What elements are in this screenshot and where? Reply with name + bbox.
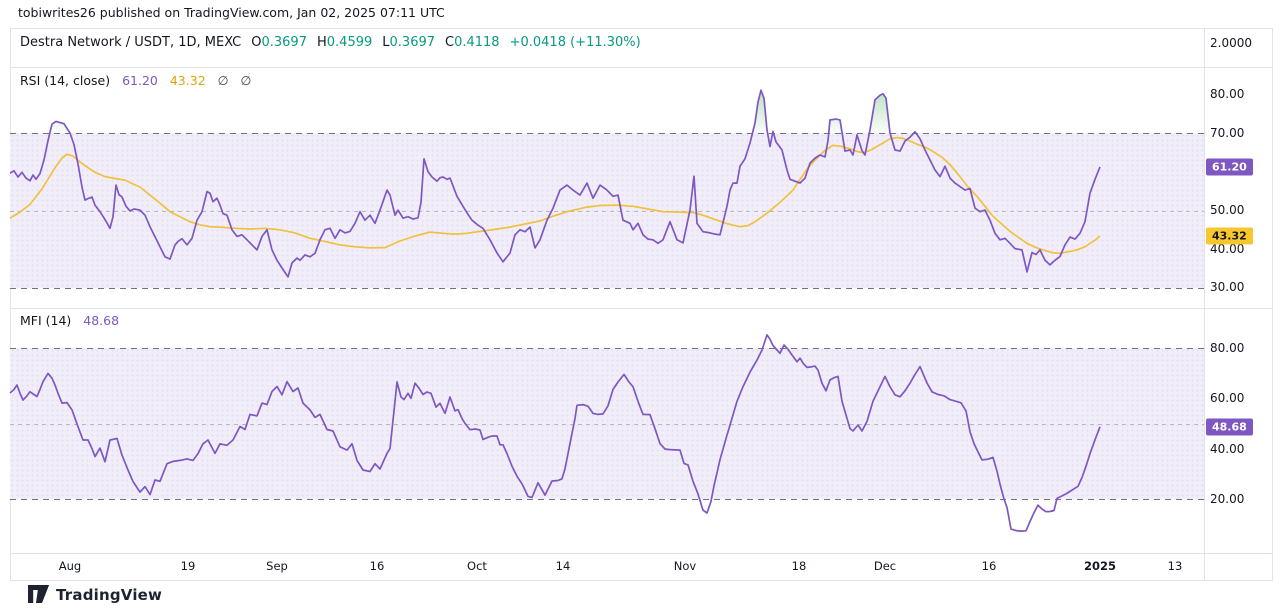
change-value: +0.0418 (+11.30%) [509, 35, 641, 50]
rsi-middle-line [10, 211, 1204, 212]
time-label-sep[interactable]: Sep [266, 559, 288, 573]
pane-divider [10, 308, 1272, 309]
mfi-middle-line [10, 424, 1204, 425]
price-pane-divider [10, 67, 1272, 68]
frame-top-border [10, 28, 1273, 29]
tradingview-logo-icon [28, 585, 49, 603]
rsi-pane-header[interactable]: RSI (14, close) 61.20 43.32 ∅ ∅ [20, 73, 251, 88]
frame-left-border [10, 28, 11, 580]
rsi-label: RSI (14, close) [20, 73, 111, 88]
rsi-empty-value-2: ∅ [240, 73, 252, 88]
rsi-empty-value-1: ∅ [217, 73, 229, 88]
ohlc-letter-L: L [382, 35, 390, 50]
mfi-label: MFI (14) [20, 313, 72, 328]
ohlc-letter-H: H [316, 35, 327, 50]
published-attribution-line: tobiwrites26 published on TradingView.co… [18, 5, 445, 20]
rsi-oversold-line [10, 288, 1204, 289]
time-label-19[interactable]: 19 [180, 559, 196, 573]
time-label-oct[interactable]: Oct [467, 559, 487, 573]
rsi-overbought-fill [49, 121, 70, 133]
mfi-overbought-line [10, 348, 1204, 349]
rsi-tick-80: 80.00 [1210, 87, 1245, 102]
mfi-value: 48.68 [83, 313, 120, 328]
time-label-18[interactable]: 18 [791, 559, 807, 573]
rsi-ma-badge: 43.32 [1206, 227, 1253, 245]
time-label-aug[interactable]: Aug [58, 559, 82, 573]
ohlc-value-O: 0.3697 [261, 35, 307, 50]
time-label-2025[interactable]: 2025 [1083, 559, 1117, 573]
rsi-tick-50: 50.00 [1210, 203, 1245, 218]
symbol-bar: Destra Network / USDT, 1D, MEXC O0.3697 H0… [20, 35, 641, 50]
ohlc-value-H: 0.4599 [326, 35, 373, 50]
price-axis-separator [1204, 28, 1205, 580]
ohlc-letter-O: O [251, 35, 262, 50]
time-axis-separator [10, 553, 1272, 554]
mfi-tick-60: 60.00 [1210, 391, 1245, 406]
time-label-16[interactable]: 16 [981, 559, 997, 573]
time-label-16[interactable]: 16 [369, 559, 385, 573]
time-label-dec[interactable]: Dec [873, 559, 897, 573]
rsi-overbought-fill [869, 93, 890, 133]
mfi-tick-80: 80.00 [1210, 341, 1245, 355]
rsi-value-badge: 61.20 [1206, 158, 1253, 176]
frame-bottom-border [10, 580, 1273, 581]
mfi-oversold-line [10, 499, 1204, 500]
mfi-pane-header[interactable]: MFI (14) 48.68 [20, 313, 119, 328]
time-label-nov[interactable]: Nov [673, 559, 697, 573]
mfi-value-badge: 48.68 [1206, 418, 1253, 436]
rsi-overbought-fill [828, 119, 843, 133]
mfi-tick-20: 20.00 [1210, 491, 1245, 506]
time-label-13[interactable]: 13 [1167, 559, 1183, 573]
price-axis-label: 2.0000 [1210, 36, 1252, 50]
rsi-tick-30: 30.00 [1210, 280, 1245, 295]
mfi-tick-40: 40.00 [1210, 441, 1245, 456]
ohlc-value-C: 0.4118 [454, 35, 500, 50]
rsi-overbought-line [10, 133, 1204, 134]
tradingview-logo-text: TradingView [56, 585, 163, 604]
frame-right-border [1272, 28, 1273, 580]
symbol-title[interactable]: Destra Network / USDT, 1D, MEXC [20, 35, 242, 50]
rsi-ma-value: 43.32 [169, 73, 206, 88]
rsi-value: 61.20 [122, 73, 158, 88]
ohlc-values: O0.3697 H0.4599 L0.3697 C0.4118 [241, 35, 499, 50]
ohlc-letter-C: C [445, 35, 455, 50]
rsi-tick-70: 70.00 [1210, 126, 1245, 140]
time-label-14[interactable]: 14 [555, 559, 571, 573]
ohlc-value-L: 0.3697 [389, 35, 436, 50]
rsi-overbought-fill [752, 90, 768, 133]
tradingview-attribution[interactable]: TradingView [28, 585, 162, 604]
rsi-tick-40: 40.00 [1210, 241, 1245, 256]
